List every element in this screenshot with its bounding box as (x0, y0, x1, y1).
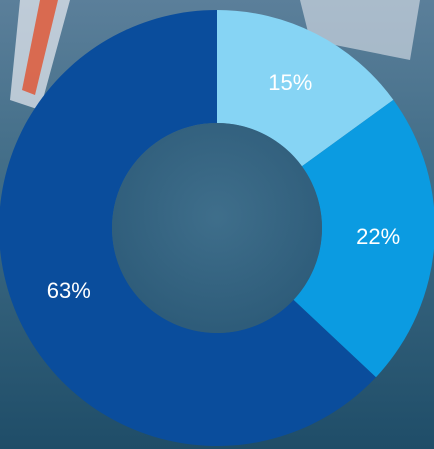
donut: 15% 22% 63% (0, 10, 434, 446)
chart: 15% 22% 63% (0, 0, 434, 449)
page: {"chart_data": {"type": "donut", "values… (0, 0, 434, 449)
value-label: 63% (47, 278, 91, 303)
value-label: 15% (268, 70, 312, 95)
donut-hole (112, 123, 322, 333)
value-label: 22% (356, 224, 400, 249)
